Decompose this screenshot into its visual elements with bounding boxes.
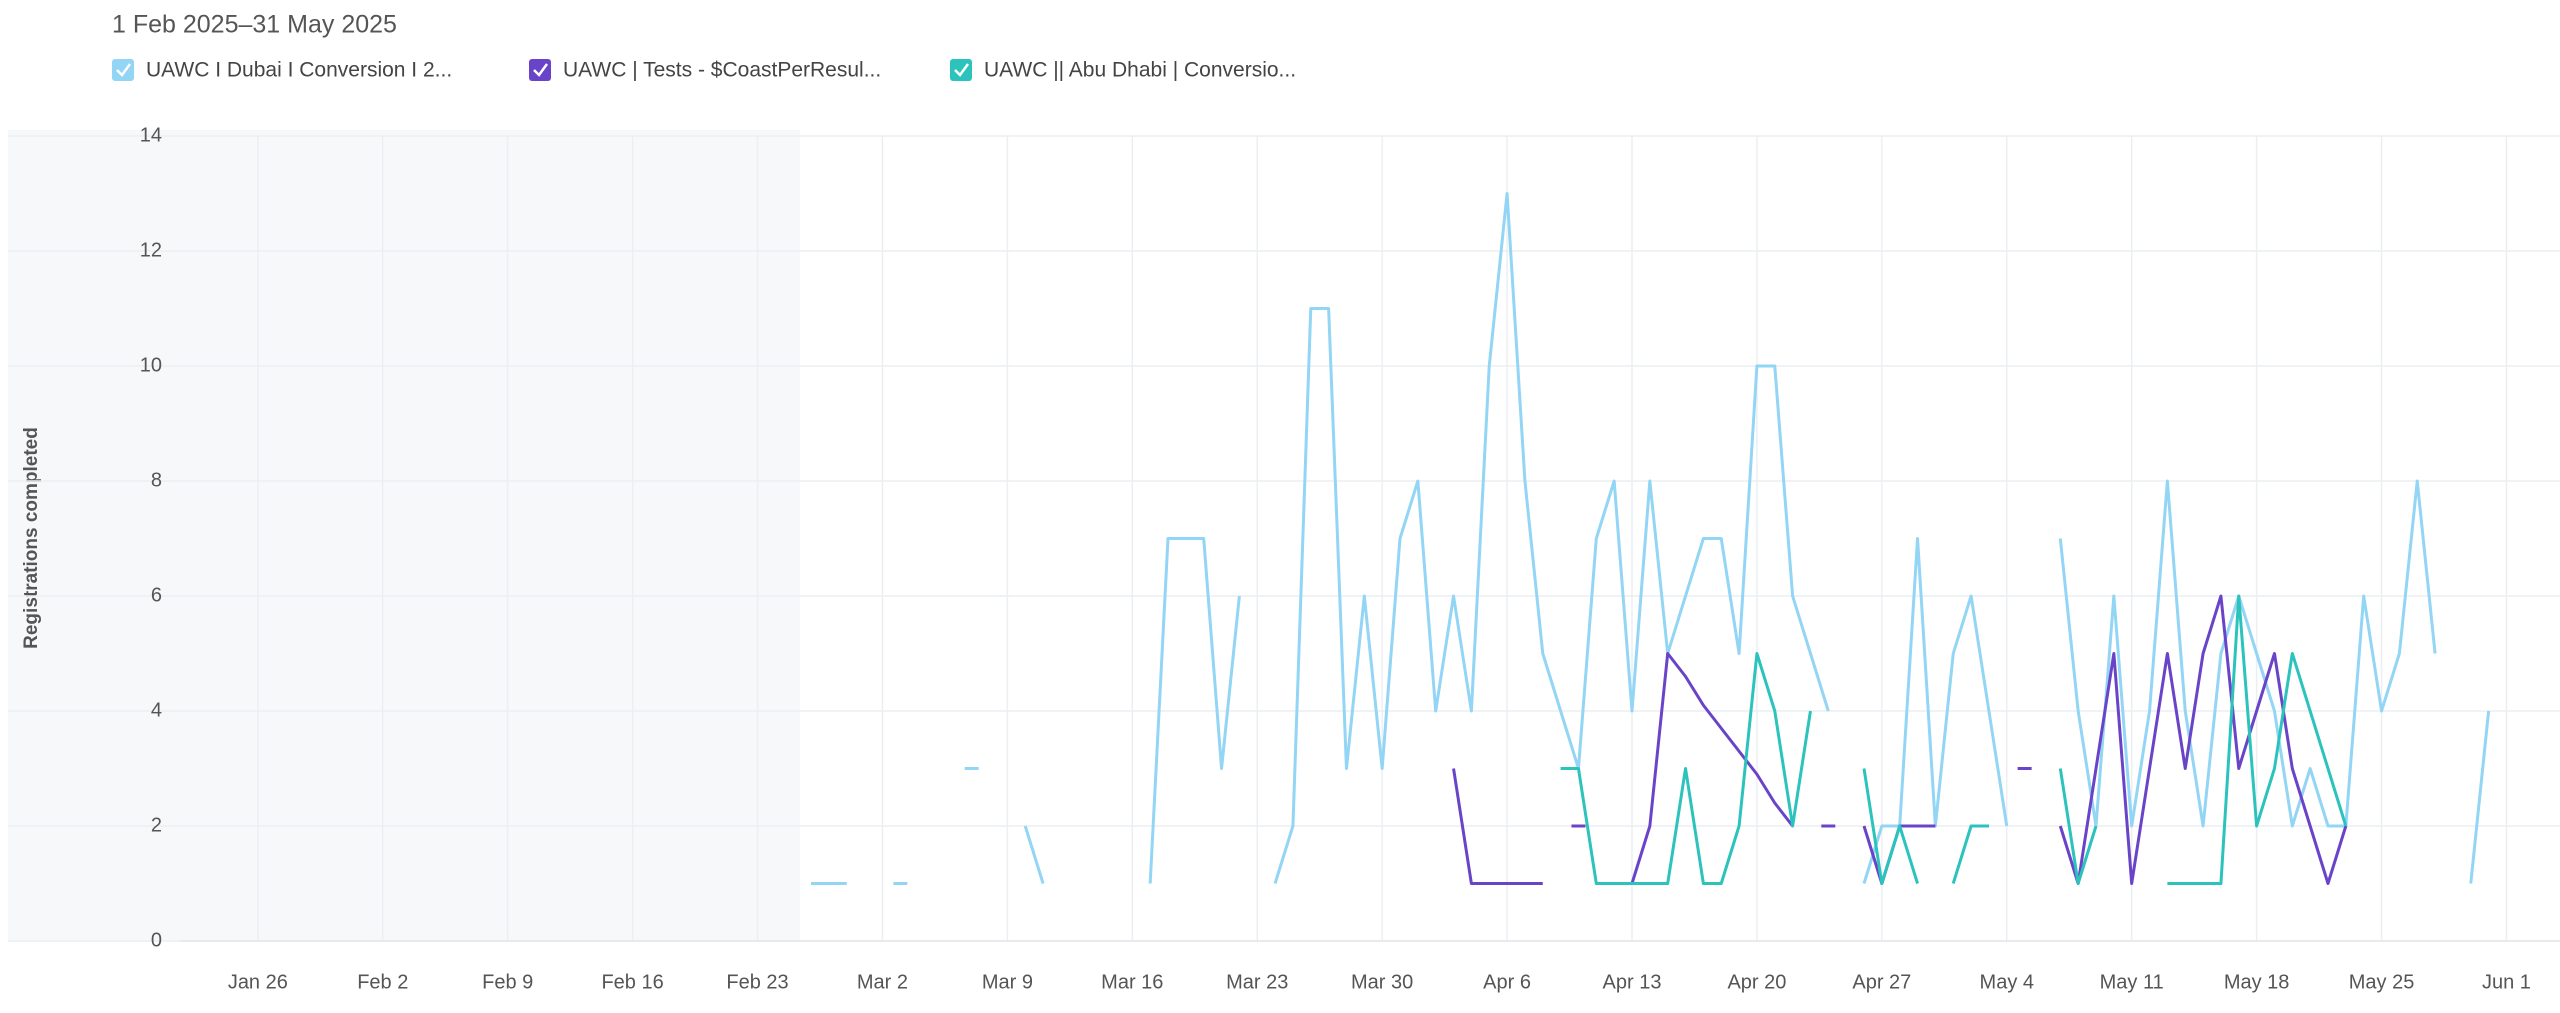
series-line <box>1560 594 2348 885</box>
x-tick-label: May 4 <box>1980 971 2034 993</box>
legend-label[interactable]: UAWC | Tests - $CoastPerResul... <box>563 59 881 82</box>
x-tick-label: May 18 <box>2224 971 2290 993</box>
x-tick-label: Feb 9 <box>482 971 533 993</box>
x-tick-label: Feb 16 <box>601 971 663 993</box>
x-tick-label: Apr 27 <box>1852 971 1911 993</box>
x-tick-label: Mar 16 <box>1101 971 1163 993</box>
legend-label[interactable]: UAWC || Abu Dhabi | Conversio... <box>984 59 1296 82</box>
y-tick-label: 6 <box>151 584 162 606</box>
x-tick-label: Feb 23 <box>726 971 788 993</box>
x-tick-label: Apr 20 <box>1727 971 1786 993</box>
y-tick-label: 8 <box>151 469 162 491</box>
x-tick-label: Feb 2 <box>357 971 408 993</box>
legend-checkbox[interactable] <box>529 59 551 81</box>
series-line <box>811 192 2491 885</box>
y-tick-label: 0 <box>151 929 162 951</box>
x-tick-label: Jan 26 <box>228 971 288 993</box>
x-tick-label: Mar 30 <box>1351 971 1413 993</box>
x-tick-label: Jun 1 <box>2482 971 2531 993</box>
y-tick-label: 14 <box>140 124 162 146</box>
y-tick-label: 2 <box>151 814 162 836</box>
legend-check <box>533 63 549 77</box>
y-tick-label: 4 <box>151 699 162 721</box>
y-tick-label: 10 <box>140 354 162 376</box>
legend-checkbox[interactable] <box>950 59 972 81</box>
legend-check <box>954 63 970 77</box>
x-tick-label: Mar 2 <box>857 971 908 993</box>
legend-label[interactable]: UAWC I Dubai I Conversion I 2... <box>146 59 452 82</box>
x-tick-label: May 25 <box>2349 971 2415 993</box>
legend-check <box>116 63 132 77</box>
legend-checkbox[interactable] <box>112 59 134 81</box>
y-axis-label: Registrations completed <box>21 427 42 649</box>
subtitle: 1 Feb 2025–31 May 2025 <box>112 11 397 39</box>
x-tick-label: Apr 13 <box>1603 971 1662 993</box>
shaded-region <box>8 130 800 942</box>
x-tick-label: Apr 6 <box>1483 971 1531 993</box>
x-tick-label: Mar 9 <box>982 971 1033 993</box>
x-tick-label: May 11 <box>2100 971 2164 993</box>
x-tick-label: Mar 23 <box>1226 971 1288 993</box>
y-tick-label: 12 <box>140 239 162 261</box>
